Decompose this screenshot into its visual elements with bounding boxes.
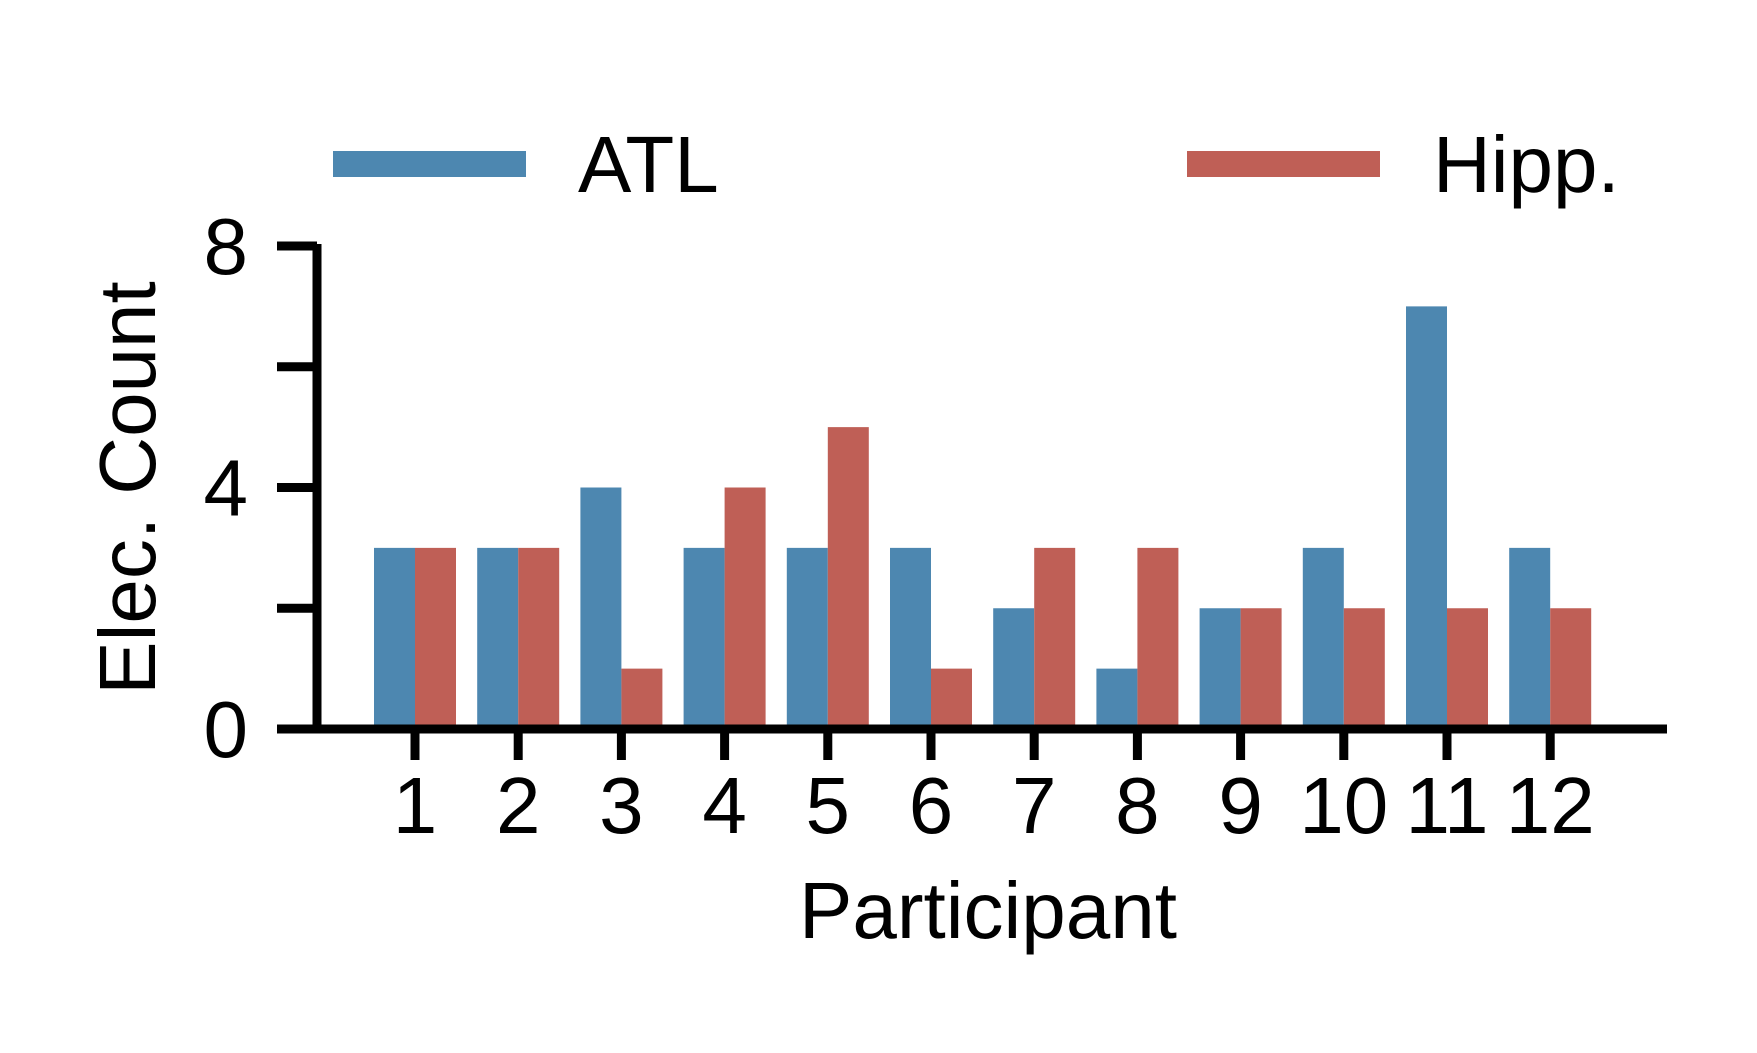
legend: ATL Hipp. [333,120,1620,209]
x-tick-label: 12 [1506,761,1595,850]
x-tick-label: 5 [806,761,851,850]
legend-label-hipp: Hipp. [1433,120,1620,209]
legend-swatch-hipp [1187,151,1380,177]
x-tick-label: 1 [393,761,438,850]
bar-atl-participant-9 [1199,608,1241,725]
bar-hipp-participant-7 [1034,547,1076,725]
y-tick-label: 0 [204,685,249,774]
x-axis-label: Participant [799,866,1177,955]
bar-atl-participant-2 [477,547,519,725]
x-tick-label: 6 [909,761,954,850]
bar-atl-participant-11 [1406,306,1447,725]
bar-atl-participant-6 [890,547,931,725]
bar-hipp-participant-10 [1343,608,1385,725]
bar-hipp-participant-3 [621,668,663,725]
y-axis-label: Elec. Count [83,281,172,695]
x-ticks: 1 2 3 4 5 6 7 8 9 10 11 12 [393,729,1595,850]
bar-hipp-participant-9 [1240,608,1282,725]
x-tick-label: 11 [1405,761,1488,850]
x-tick-label: 9 [1218,761,1263,850]
bar-atl-participant-10 [1302,547,1344,725]
bar-atl-participant-5 [786,547,828,725]
x-tick-label: 3 [599,761,644,850]
legend-label-atl: ATL [578,120,719,209]
bar-atl-participant-3 [580,487,622,725]
bar-atl-participant-4 [683,547,725,725]
bar-atl-participant-1 [374,547,415,725]
bar-hipp-participant-2 [518,547,560,725]
bars [374,306,1592,725]
y-tick-label: 8 [204,202,249,291]
bar-hipp-participant-4 [724,487,766,725]
bar-atl-participant-7 [993,608,1035,725]
x-tick-label: 2 [496,761,541,850]
x-tick-label: 7 [1012,761,1057,850]
x-tick-label: 10 [1299,761,1388,850]
bar-hipp-participant-8 [1137,547,1179,725]
bar-atl-participant-12 [1509,547,1551,725]
y-ticks: 0 4 8 [204,202,317,774]
x-tick-label: 8 [1115,761,1160,850]
bar-hipp-participant-11 [1447,608,1488,725]
x-tick-label: 4 [702,761,747,850]
legend-swatch-atl [333,151,526,177]
bar-hipp-participant-6 [931,668,972,725]
bar-hipp-participant-1 [415,547,456,725]
y-tick-label: 4 [204,444,249,533]
bar-hipp-participant-12 [1550,608,1592,725]
bar-hipp-participant-5 [827,427,869,725]
bar-atl-participant-8 [1096,668,1138,725]
